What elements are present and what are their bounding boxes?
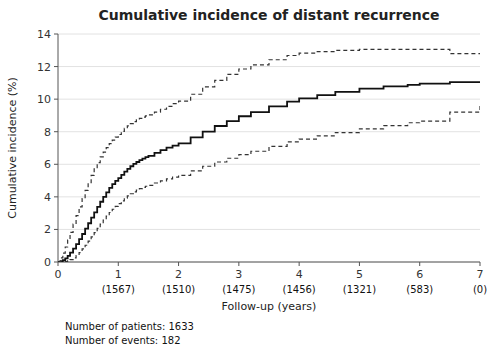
y-tick-label: 6 — [44, 158, 51, 171]
at-risk-label: (1321) — [343, 284, 376, 295]
at-risk-label: (583) — [406, 284, 433, 295]
grid-line — [58, 131, 480, 132]
step-line — [58, 49, 480, 262]
x-tick-label: 3 — [235, 268, 242, 281]
grid-line — [58, 66, 480, 67]
y-tick-label: 12 — [37, 61, 51, 74]
x-tick-label: 4 — [296, 268, 303, 281]
footnote: Number of events: 182 — [65, 335, 181, 346]
x-tick — [178, 262, 179, 266]
at-risk-label: (1567) — [102, 284, 135, 295]
series-group — [58, 49, 480, 262]
x-tick — [238, 262, 239, 266]
x-tick — [480, 262, 481, 266]
y-tick — [54, 99, 58, 100]
at-risk-label: (1456) — [283, 284, 316, 295]
y-tick — [54, 196, 58, 197]
y-axis — [58, 34, 59, 262]
at-risk-label: (1510) — [162, 284, 195, 295]
grid-line — [58, 196, 480, 197]
x-label: Follow-up (years) — [222, 300, 317, 313]
x-tick-label: 7 — [477, 268, 484, 281]
x-tick-label: 1 — [115, 268, 122, 281]
grid-line — [58, 229, 480, 230]
grid-line — [58, 99, 480, 100]
grid-line — [58, 164, 480, 165]
y-tick — [54, 262, 58, 263]
y-tick-label: 8 — [44, 126, 51, 139]
x-tick-label: 0 — [55, 268, 62, 281]
x-tick-label: 2 — [175, 268, 182, 281]
grid-line — [58, 34, 480, 35]
x-tick-label: 6 — [416, 268, 423, 281]
x-tick-label: 5 — [356, 268, 363, 281]
x-tick — [299, 262, 300, 266]
at-risk-label: (0) — [473, 284, 487, 295]
x-axis — [58, 262, 480, 263]
y-tick-label: 4 — [44, 191, 51, 204]
y-tick-label: 0 — [44, 256, 51, 269]
y-tick-label: 14 — [37, 28, 51, 41]
y-tick — [54, 229, 58, 230]
title: Cumulative incidence of distant recurren… — [98, 7, 439, 23]
footnote: Number of patients: 1633 — [65, 321, 194, 332]
y-tick-label: 2 — [44, 223, 51, 236]
at-risk-label: (1475) — [222, 284, 255, 295]
y-tick — [54, 66, 58, 67]
x-tick — [419, 262, 420, 266]
y-tick-label: 10 — [37, 93, 51, 106]
y-label: Cumulative incidence (%) — [6, 77, 19, 218]
y-tick — [54, 34, 58, 35]
grid-line — [58, 262, 480, 263]
chart: 0246810121401234567Cumulative incidence … — [0, 0, 500, 352]
x-tick — [118, 262, 119, 266]
x-tick — [58, 262, 59, 266]
y-tick — [54, 131, 58, 132]
x-tick — [359, 262, 360, 266]
step-line — [58, 105, 480, 262]
step-line — [58, 81, 480, 262]
y-tick — [54, 164, 58, 165]
